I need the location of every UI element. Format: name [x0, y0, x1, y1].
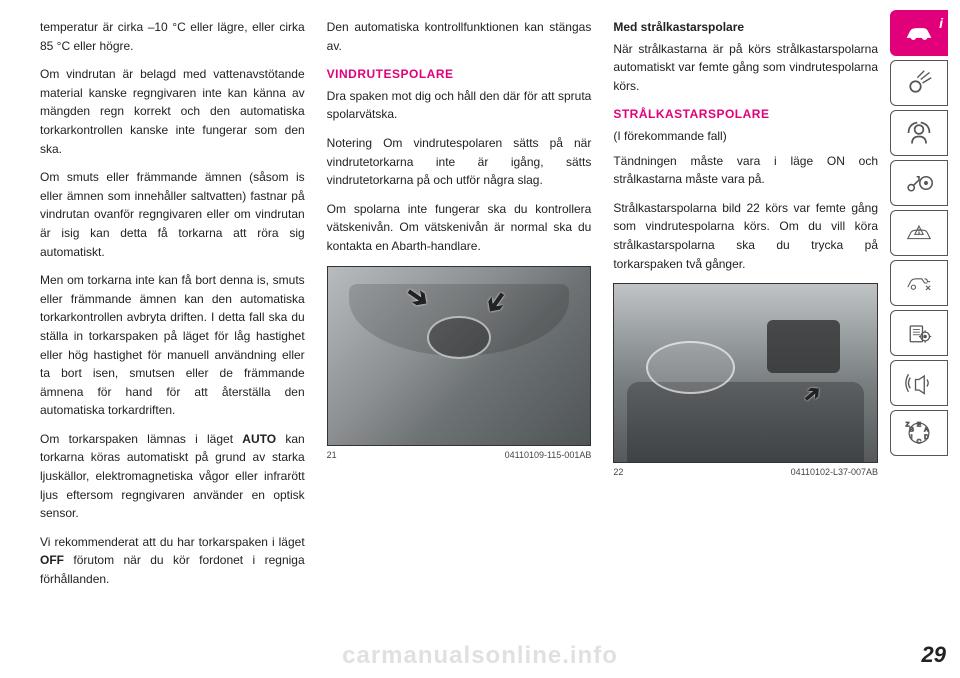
column-1: temperatur är cirka –10 °C eller lägre, …: [40, 18, 305, 678]
tab-vehicle[interactable]: i: [890, 10, 948, 56]
body-text: Den automatiska kontrollfunktionen kan s…: [327, 18, 592, 55]
figure-number: 21: [327, 449, 337, 463]
body-text: Notering Om vindrutespolaren sätts på nä…: [327, 134, 592, 190]
body-text: Om vindrutan är belagd med vattenavstöta…: [40, 65, 305, 158]
body-text: Tändningen måste vara i läge ON och strå…: [613, 152, 878, 189]
figure-code: 04110109-115-001AB: [505, 449, 592, 463]
section-title: STRÅLKASTARSPOLARE: [613, 105, 878, 124]
tab-safety[interactable]: [890, 110, 948, 156]
column-2: Den automatiska kontrollfunktionen kan s…: [327, 18, 592, 678]
column-3: Med strålkastarspolare När strålkastarna…: [613, 18, 878, 678]
body-text: Men om torkarna inte kan få bort denna i…: [40, 271, 305, 420]
page-number: 29: [922, 642, 946, 668]
figure-caption: 22 04110102-L37-007AB: [613, 466, 878, 480]
svg-text:D: D: [924, 434, 929, 441]
content-area: temperatur är cirka –10 °C eller lägre, …: [0, 0, 890, 678]
svg-text:Z: Z: [905, 421, 909, 428]
figure-number: 22: [613, 466, 623, 480]
section-title: VINDRUTESPOLARE: [327, 65, 592, 84]
info-icon: i: [939, 15, 943, 31]
body-text: När strålkastarna är på körs strålkastar…: [613, 40, 878, 96]
svg-text:A: A: [924, 426, 929, 433]
body-text: Om smuts eller främmande ämnen (såsom is…: [40, 168, 305, 261]
figure-21-image: ➔ ➔: [327, 266, 592, 446]
svg-text:I: I: [911, 434, 913, 441]
body-text: Dra spaken mot dig och håll den där för …: [327, 87, 592, 124]
tab-audio[interactable]: [890, 360, 948, 406]
tab-warning[interactable]: [890, 210, 948, 256]
body-text: Strålkastarspolarna bild 22 körs var fem…: [613, 199, 878, 273]
figure-21: ➔ ➔ 21 04110109-115-001AB: [327, 266, 592, 463]
figure-code: 04110102-L37-007AB: [791, 466, 878, 480]
figure-22: ➔ 22 04110102-L37-007AB: [613, 283, 878, 480]
body-text: Om torkarspaken lämnas i läget AUTO kan …: [40, 430, 305, 523]
svg-text:B: B: [909, 426, 914, 433]
subtitle: Med strålkastarspolare: [613, 18, 878, 37]
svg-text:E: E: [917, 421, 922, 428]
figure-22-image: ➔: [613, 283, 878, 463]
body-text: temperatur är cirka –10 °C eller lägre, …: [40, 18, 305, 55]
svg-text:C: C: [917, 439, 922, 446]
tab-gear-index[interactable]: E A D C I B Z: [890, 410, 948, 456]
tab-service[interactable]: [890, 260, 948, 306]
body-text: Vi rekommenderat att du har torkarspaken…: [40, 533, 305, 589]
figure-caption: 21 04110109-115-001AB: [327, 449, 592, 463]
tab-lights[interactable]: [890, 60, 948, 106]
tab-settings[interactable]: [890, 310, 948, 356]
section-note: (I förekommande fall): [613, 127, 878, 146]
body-text: Om spolarna inte fungerar ska du kontrol…: [327, 200, 592, 256]
sidebar-tabs: i E A D C I: [890, 0, 960, 678]
tab-key-steering[interactable]: [890, 160, 948, 206]
